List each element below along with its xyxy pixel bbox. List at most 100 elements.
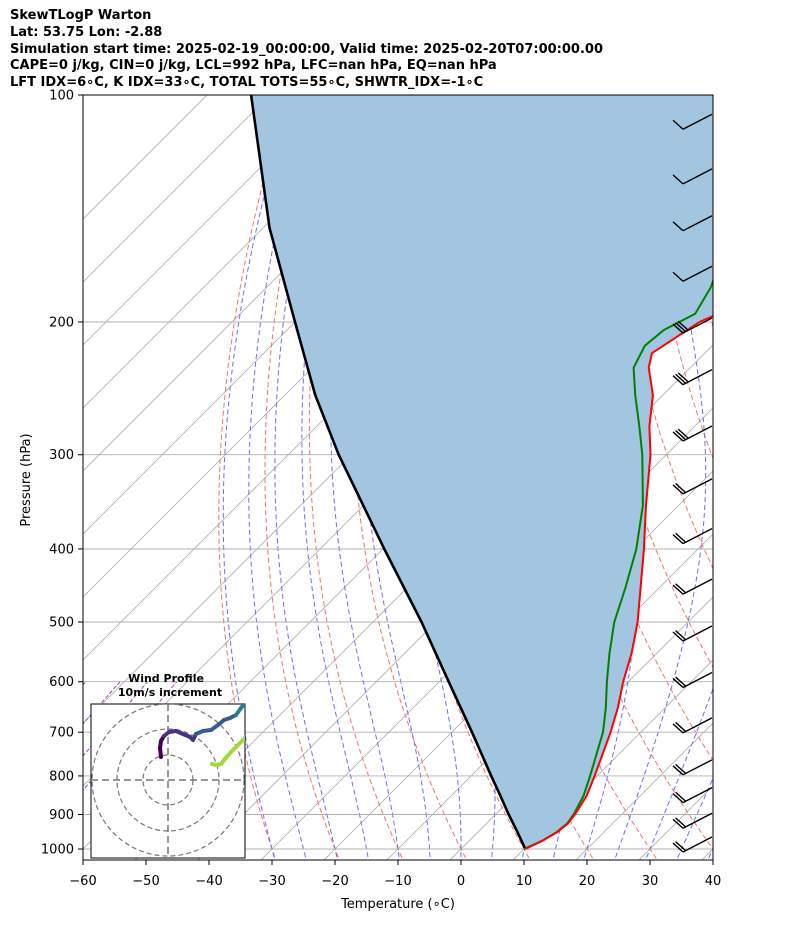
wind-barb [672, 578, 713, 595]
wind-barb-flag [672, 431, 684, 442]
wind-barb-flag [672, 174, 684, 185]
x-tick-label: −20 [321, 874, 348, 889]
x-tick-label: 10 [516, 874, 533, 889]
title-block: SkewTLogP Warton Lat: 53.75 Lon: -2.88 S… [10, 8, 603, 92]
y-tick-label: 300 [49, 448, 74, 463]
wind-barb [672, 759, 713, 776]
wind-barb-flag [675, 817, 687, 828]
x-tick-label: −10 [384, 874, 411, 889]
wind-barb-flag [675, 482, 687, 494]
mixing-ratio-line [83, 681, 178, 791]
isotherm [575, 722, 713, 860]
wind-barb-flag [675, 676, 687, 687]
wind-barb-staff [682, 812, 713, 829]
hodograph-segment [239, 704, 245, 710]
wind-barb-flag [672, 793, 684, 804]
isotherm [83, 95, 271, 283]
wind-barb-flag [677, 372, 689, 383]
isotherm [83, 95, 208, 220]
wind-barb-staff [682, 478, 713, 495]
wind-barb [672, 812, 713, 829]
wind-barb-flag [675, 583, 687, 594]
hodograph-ring-30 [91, 704, 245, 857]
temperature-line [524, 314, 713, 850]
wind-barb-flag [672, 584, 684, 595]
x-tick-label: 30 [642, 874, 659, 889]
isotherm [760, 78, 794, 865]
y-axis-label: Pressure (hPa) [19, 433, 34, 526]
dry-adiabat [308, 95, 404, 860]
wind-barb-flag [672, 765, 684, 776]
moist-adiabat [301, 95, 370, 860]
wind-barb-flag [672, 221, 684, 232]
hodograph-trace [158, 704, 245, 767]
y-tick-label: 600 [49, 675, 74, 690]
mixing-ratio-line [83, 681, 121, 725]
moist-adiabat [274, 95, 339, 860]
y-tick-label: 800 [49, 769, 74, 784]
x-tick-label: −60 [69, 874, 96, 889]
x-axis-ticks: −60 −50 −40 −30 −20 −10 0 10 20 30 40 [69, 860, 721, 889]
wind-barb-flag [675, 791, 687, 802]
wind-barb-flag [672, 534, 684, 545]
wind-barb [672, 317, 713, 334]
wind-barb [672, 528, 713, 545]
wind-barb-staff [682, 671, 713, 689]
wind-barb-flag [675, 430, 687, 441]
moist-adiabat [737, 95, 794, 865]
wind-barb-staff [682, 168, 713, 185]
y-tick-label: 100 [49, 89, 74, 104]
wind-barb-flag [672, 323, 684, 334]
wind-barb [672, 113, 713, 130]
moist-adiabat [644, 687, 713, 860]
dry-adiabat [711, 95, 713, 119]
indices-line-2: LFT IDX=6∘C, K IDX=33∘C, TOTAL TOTS=55∘C… [10, 75, 484, 91]
x-axis-label: Temperature (∘C) [340, 897, 455, 912]
wind-barb [672, 425, 713, 442]
y-tick-label: 200 [49, 315, 74, 330]
wind-barb-staff [682, 759, 713, 776]
y-tick-label: 400 [49, 542, 74, 557]
x-tick-label: 0 [457, 874, 465, 889]
moist-adiabat [222, 95, 293, 860]
y-tick-label: 500 [49, 616, 74, 631]
x-tick-label: −30 [258, 874, 285, 889]
wind-barb-staff [682, 625, 713, 642]
isotherm [83, 95, 334, 346]
isotherm [323, 470, 713, 860]
wind-barb [672, 168, 713, 185]
wind-barb-staff [682, 113, 713, 130]
y-tick-label: 700 [49, 726, 74, 741]
wind-barb-flag [672, 375, 684, 386]
x-tick-label: −40 [195, 874, 222, 889]
wind-barb [672, 671, 713, 689]
dry-adiabat [218, 95, 289, 860]
dry-adiabat [775, 78, 794, 865]
inset-subtitle: 10m/s increment [118, 686, 222, 699]
wind-barb-flag [672, 119, 684, 130]
wind-barb-flag [672, 631, 684, 642]
wind-barb [672, 717, 713, 734]
indices-line-1: CAPE=0 j/kg, CIN=0 j/kg, LCL=992 hPa, LF… [10, 58, 497, 74]
wind-barb [672, 786, 713, 804]
wind-barb-flag [675, 532, 687, 543]
wind-hodograph-inset: Wind Profile 10m/s increment [90, 672, 246, 859]
wind-barb [672, 625, 713, 642]
wind-barb-staff [682, 717, 713, 734]
chart-title: SkewTLogP Warton [10, 8, 152, 23]
y-tick-label: 900 [49, 808, 74, 823]
wind-barb [672, 369, 713, 386]
moist-adiabat [614, 95, 707, 860]
wind-barb-flag [672, 271, 684, 282]
y-tick-label: 1000 [41, 843, 74, 858]
dry-adiabat [743, 78, 794, 865]
dry-adiabat [264, 95, 340, 860]
wind-barb-flag [675, 322, 687, 333]
wind-barb-flag [677, 428, 689, 439]
moist-adiabat [676, 777, 713, 860]
wind-barbs [672, 113, 713, 853]
wind-barb-flag [675, 373, 687, 384]
wind-barb-flag [672, 484, 684, 495]
cape-shaded-area [251, 95, 713, 849]
wind-barb-flag [672, 677, 684, 688]
